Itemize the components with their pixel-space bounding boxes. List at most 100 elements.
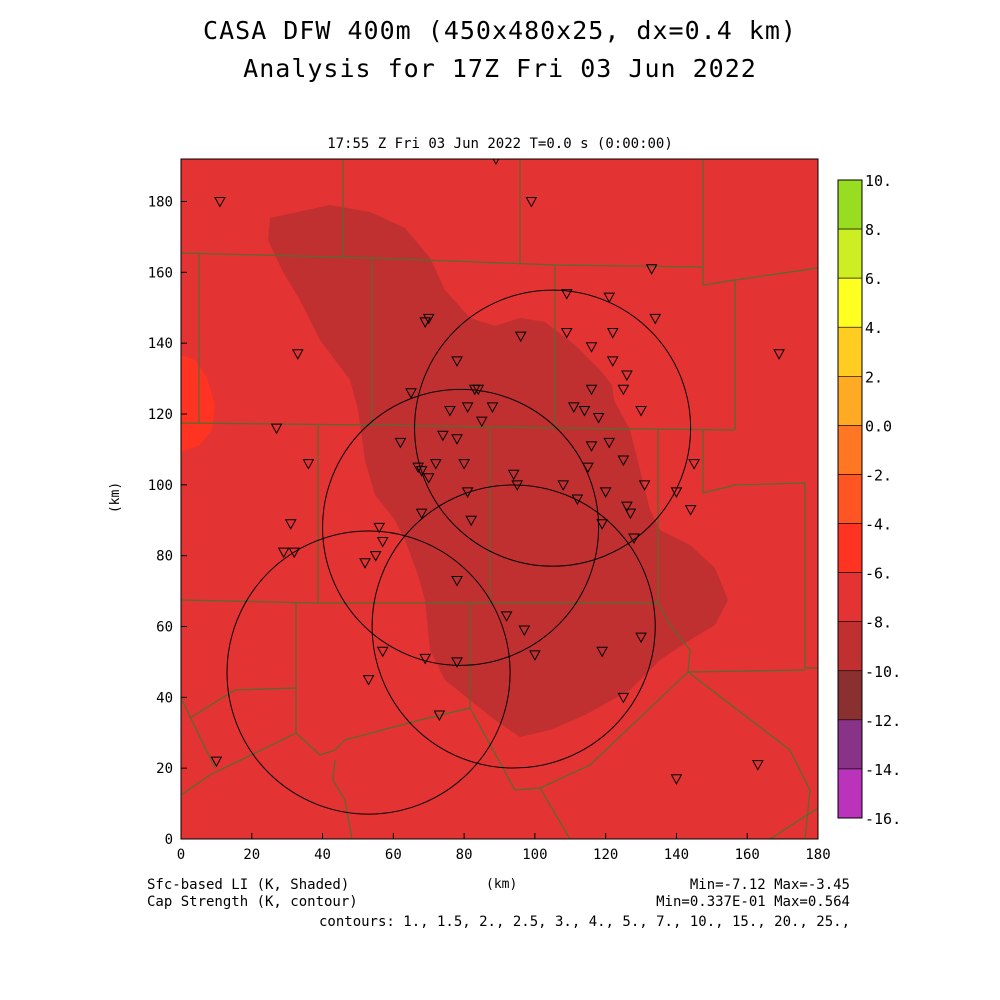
- station-marker: [617, 455, 630, 467]
- station-marker: [433, 710, 446, 722]
- colorbar-swatch: [837, 621, 863, 672]
- range-ring: [226, 530, 511, 815]
- station-marker: [621, 370, 633, 382]
- range-ring: [414, 289, 692, 567]
- station-marker: [751, 760, 764, 771]
- y-tick-label: 160: [148, 265, 173, 281]
- colorbar-label: -8.: [865, 614, 892, 632]
- color-bar: 10. 8. 6. 4. 2. 0.0 -2. -4. -6. -8. -10. -12. -14. -1…: [837, 172, 901, 828]
- station-marker: [773, 349, 785, 360]
- x-tick-label: 120: [593, 847, 618, 863]
- colorbar-label: -12.: [865, 712, 901, 730]
- station-marker: [284, 519, 297, 530]
- colorbar-label: -10.: [865, 663, 901, 681]
- figure-title: CASA DFW 400m (450x480x25, dx=0.4 km): [203, 16, 797, 45]
- station-marker: [465, 515, 478, 527]
- station-marker: [422, 313, 435, 325]
- y-tick-label: 120: [148, 407, 173, 423]
- x-tick-label: 40: [314, 847, 331, 863]
- station-marker: [624, 508, 637, 520]
- station-marker: [359, 558, 371, 569]
- station-marker: [514, 331, 527, 343]
- station-marker: [603, 437, 616, 449]
- x-tick-label: 180: [805, 847, 830, 863]
- radar-range-rings: [226, 289, 692, 815]
- station-marker: [585, 342, 598, 353]
- station-marker: [451, 575, 463, 587]
- station-marker: [362, 675, 375, 686]
- station-marker: [475, 416, 488, 428]
- y-tick-label: 20: [156, 761, 173, 777]
- station-marker: [518, 625, 531, 637]
- station-marker: [394, 437, 407, 449]
- station-marker: [429, 459, 442, 470]
- colorbar-swatch: [837, 670, 863, 721]
- plot-frame: [180, 158, 819, 840]
- shading-min-max: Min=-7.12 Max=-3.45: [689, 877, 850, 893]
- shading-caption: Sfc-based LI (K, Shaded): [147, 877, 350, 893]
- x-tick-label: 80: [456, 847, 473, 863]
- y-tick-label: 140: [148, 336, 173, 352]
- station-marker: [529, 650, 541, 661]
- y-tick-label: 100: [148, 478, 173, 494]
- station-marker: [415, 508, 428, 520]
- x-axis-label: (km): [486, 877, 518, 892]
- station-marker: [567, 402, 580, 413]
- colorbar-label: -4.: [865, 516, 892, 534]
- station-marker: [422, 473, 435, 484]
- colorbar-label: 10.: [865, 172, 892, 190]
- station-marker: [511, 480, 524, 491]
- range-ring: [322, 388, 600, 666]
- station-marker: [214, 197, 226, 208]
- contour-caption: Cap Strength (K, contour): [147, 894, 358, 910]
- station-marker: [599, 487, 612, 498]
- x-tick-label: 60: [385, 847, 402, 863]
- station-marker: [419, 653, 432, 665]
- range-ring: [371, 484, 656, 769]
- y-tick-label: 180: [148, 195, 173, 211]
- contour-min-max: Min=0.337E-01 Max=0.564: [656, 894, 850, 910]
- station-marker: [585, 441, 598, 452]
- contour-levels: contours: 1., 1.5, 2., 2.5, 3., 4., 5., …: [318, 914, 850, 930]
- station-marker: [582, 462, 594, 474]
- y-tick-label: 80: [156, 549, 173, 565]
- station-marker: [560, 328, 573, 339]
- colorbar-swatch: [837, 326, 863, 377]
- y-tick-label: 60: [156, 620, 173, 636]
- colorbar-label: -6.: [865, 565, 892, 583]
- station-marker: [486, 402, 499, 413]
- station-marker: [617, 692, 630, 704]
- station-marker: [277, 547, 290, 559]
- station-marker: [684, 505, 697, 516]
- station-marker: [376, 646, 389, 658]
- station-marker: [500, 611, 513, 622]
- station-marker: [376, 537, 389, 548]
- colorbar-label: 2.: [865, 368, 883, 386]
- station-marker: [606, 328, 619, 339]
- colorbar-swatch: [837, 425, 863, 475]
- x-tick-label: 160: [735, 847, 760, 863]
- station-marker: [585, 384, 598, 396]
- station-marker: [670, 774, 683, 785]
- station-marker: [670, 487, 683, 498]
- colorbar-swatch: [837, 572, 863, 622]
- colorbar-swatch: [837, 179, 863, 230]
- station-marker: [210, 756, 223, 768]
- station-marker: [461, 487, 474, 498]
- colorbar-swatch: [837, 523, 863, 573]
- station-marker: [291, 349, 304, 360]
- station-marker: [270, 423, 283, 435]
- colorbar-swatch: [837, 768, 863, 819]
- colorbar-swatch: [837, 719, 863, 770]
- station-marker: [525, 197, 538, 208]
- station-marker: [688, 459, 700, 470]
- station-marker: [617, 384, 630, 396]
- station-marker: [635, 632, 647, 644]
- colorbar-label: -14.: [865, 761, 901, 779]
- station-marker: [405, 388, 417, 399]
- station-marker: [596, 519, 608, 530]
- station-marker: [606, 356, 619, 367]
- colorbar-swatch: [837, 228, 863, 279]
- colorbar-label: 4.: [865, 319, 883, 337]
- x-tick-label: 100: [522, 847, 547, 863]
